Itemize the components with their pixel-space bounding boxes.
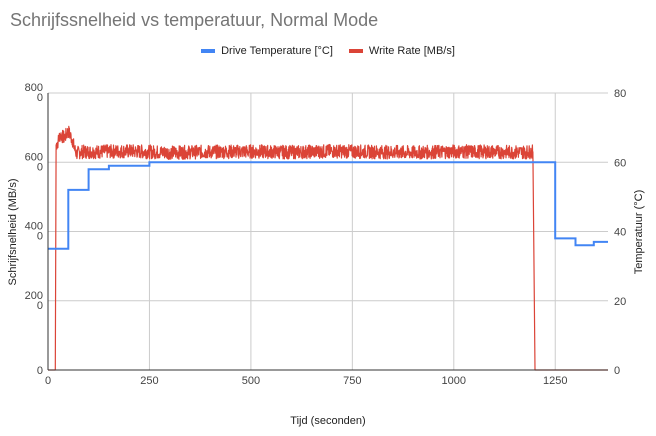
legend-swatch-temperature [201,49,216,53]
chart-title: Schrijfssnelheid vs temperatuur, Normal … [10,10,379,30]
x-tick-label: 500 [242,375,260,387]
y-right-tick-label: 40 [614,227,626,239]
legend-label-temperature: Drive Temperature [°C] [221,45,333,57]
legend-swatch-write-rate [348,49,363,53]
x-tick-label: 1000 [442,375,466,387]
legend-label-write-rate: Write Rate [MB/s] [368,45,455,57]
y-right-tick-label: 60 [614,157,626,169]
x-tick-label: 1250 [543,375,567,387]
y-right-tick-label: 20 [614,296,626,308]
y-left-tick-label: 800 0 [25,82,43,104]
series-drive-temperature-line [48,161,608,250]
legend-item-temperature[interactable]: Drive Temperature [°C] [201,45,333,57]
y-axis-label-right: Temperatuur (°C) [633,190,645,274]
y-right-tick-label: 80 [614,88,626,100]
legend-item-write-rate[interactable]: Write Rate [MB/s] [348,45,455,57]
tick-labels: 0 250 500 750 1000 1250 0 200 0 400 0 600 0 800 0 0 20 40… [25,82,627,387]
x-tick-label: 250 [140,375,158,387]
grid [48,92,608,370]
y-left-tick-label: 200 0 [25,290,43,312]
y-left-tick-label: 400 0 [25,221,43,243]
x-tick-label: 750 [343,375,361,387]
y-right-tick-label: 0 [614,365,620,377]
legend: Drive Temperature [°C] Write Rate [MB/s] [0,45,656,57]
y-left-tick-label: 600 0 [25,151,43,173]
y-left-tick-label: 0 [37,365,43,377]
y-axis-label-left: Schrijfsnelheid (MB/s) [7,179,19,286]
series-write-rate-line [48,125,608,371]
x-axis-label: Tijd (seconden) [290,415,365,427]
axes [47,93,608,371]
series-layer [48,125,608,371]
x-tick-label: 0 [45,375,51,387]
